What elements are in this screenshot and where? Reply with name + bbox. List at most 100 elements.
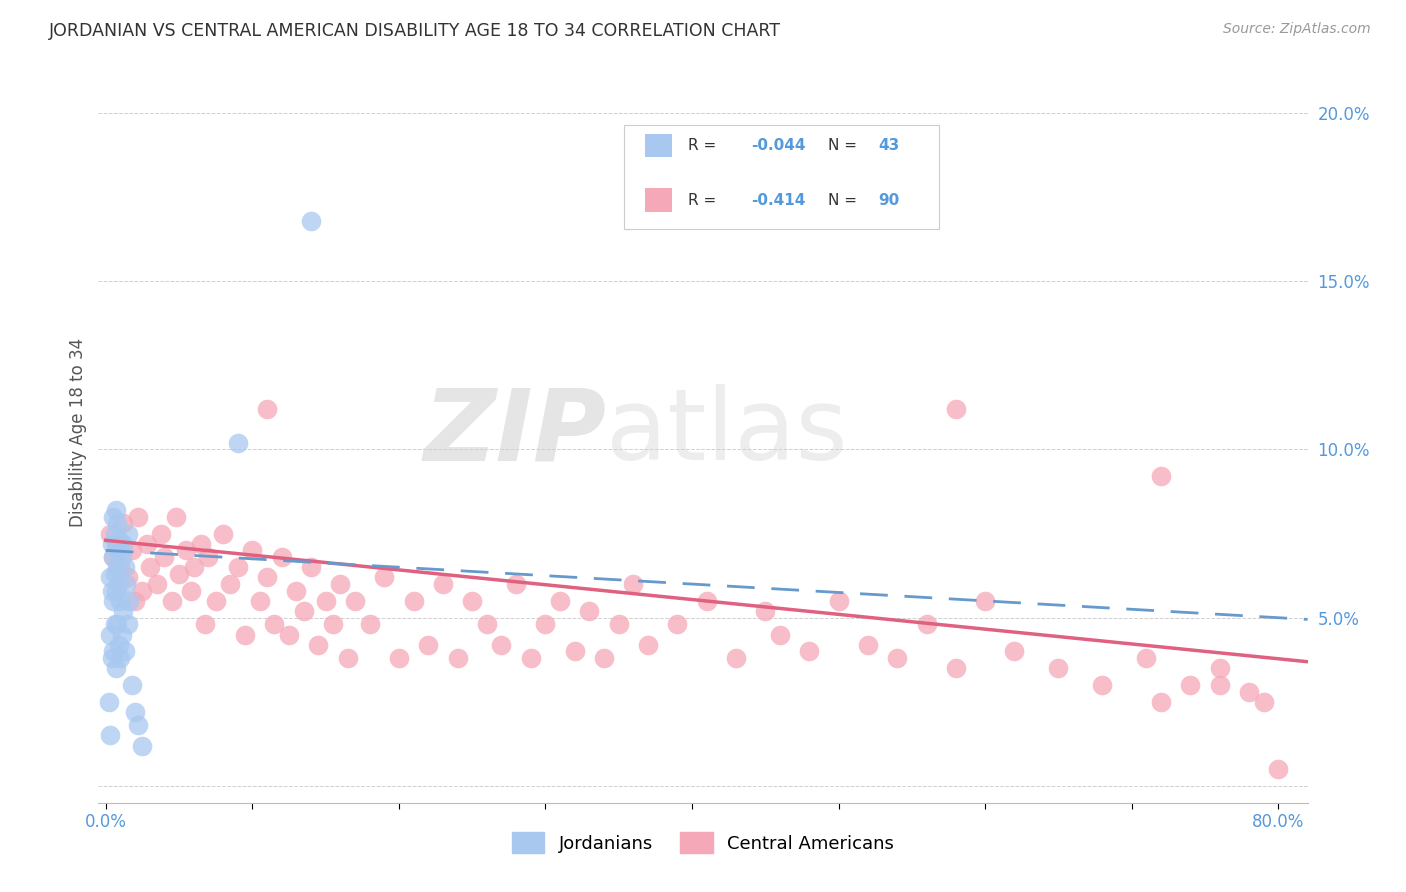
Point <box>564 644 586 658</box>
Point <box>696 594 718 608</box>
Point <box>666 617 689 632</box>
Point <box>491 638 513 652</box>
Point <box>108 577 131 591</box>
Point <box>118 594 141 608</box>
Text: -0.414: -0.414 <box>751 193 806 208</box>
Point <box>974 594 997 608</box>
Point <box>270 550 292 565</box>
Point <box>233 627 256 641</box>
Point <box>1180 678 1202 692</box>
Point <box>240 543 263 558</box>
Point <box>112 536 135 550</box>
Point <box>98 526 121 541</box>
Point <box>292 604 315 618</box>
Text: 43: 43 <box>879 138 900 153</box>
Point <box>107 560 129 574</box>
Point <box>110 560 132 574</box>
Point <box>299 560 322 574</box>
Point <box>117 526 139 541</box>
Point <box>329 577 352 591</box>
Point <box>100 651 122 665</box>
Point <box>1091 678 1114 692</box>
Point <box>1208 661 1230 675</box>
Point <box>108 533 131 548</box>
Point <box>446 651 468 665</box>
Point <box>1208 678 1230 692</box>
Point <box>402 594 425 608</box>
Point <box>548 594 571 608</box>
Point <box>103 566 125 581</box>
Point <box>176 543 198 558</box>
Point <box>135 536 157 550</box>
Point <box>114 560 136 574</box>
Point <box>621 577 644 591</box>
Point <box>724 651 747 665</box>
Point <box>112 604 135 618</box>
Text: 90: 90 <box>879 193 900 208</box>
Point <box>100 583 122 598</box>
Point <box>534 617 557 632</box>
Point <box>101 550 124 565</box>
Point <box>105 503 128 517</box>
FancyBboxPatch shape <box>624 126 939 229</box>
Text: ZIP: ZIP <box>423 384 606 481</box>
Text: R =: R = <box>689 193 721 208</box>
Point <box>432 577 454 591</box>
Point <box>204 594 226 608</box>
Point <box>105 661 128 675</box>
Text: atlas: atlas <box>606 384 848 481</box>
Point <box>110 543 132 558</box>
Point <box>127 509 149 524</box>
Point <box>105 536 128 550</box>
Point <box>103 526 125 541</box>
Point <box>101 594 124 608</box>
Point <box>121 678 143 692</box>
Point <box>105 543 128 558</box>
Text: Source: ZipAtlas.com: Source: ZipAtlas.com <box>1223 22 1371 37</box>
Point <box>197 550 219 565</box>
Point <box>98 570 121 584</box>
Point <box>886 651 908 665</box>
Point <box>388 651 411 665</box>
Point <box>121 543 143 558</box>
Point <box>212 526 235 541</box>
Point <box>520 651 543 665</box>
Point <box>219 577 242 591</box>
Point <box>1047 661 1070 675</box>
Point <box>117 617 139 632</box>
Point <box>131 583 153 598</box>
Point <box>754 604 776 618</box>
Point <box>110 651 132 665</box>
Text: N =: N = <box>828 138 862 153</box>
Point <box>97 695 120 709</box>
Point <box>1004 644 1026 658</box>
Text: JORDANIAN VS CENTRAL AMERICAN DISABILITY AGE 18 TO 34 CORRELATION CHART: JORDANIAN VS CENTRAL AMERICAN DISABILITY… <box>49 22 782 40</box>
Point <box>131 739 153 753</box>
Point <box>373 570 395 584</box>
Point <box>117 570 139 584</box>
Point <box>103 617 125 632</box>
FancyBboxPatch shape <box>645 134 672 157</box>
Point <box>100 536 122 550</box>
Point <box>285 583 308 598</box>
Point <box>107 516 129 531</box>
Point <box>98 729 121 743</box>
Point <box>105 583 128 598</box>
Text: R =: R = <box>689 138 721 153</box>
Text: -0.044: -0.044 <box>751 138 806 153</box>
Point <box>856 638 879 652</box>
Point <box>607 617 630 632</box>
Point <box>418 638 440 652</box>
Point <box>827 594 849 608</box>
FancyBboxPatch shape <box>645 188 672 212</box>
Point <box>336 651 359 665</box>
Point <box>194 617 217 632</box>
Point <box>183 560 205 574</box>
Point <box>307 638 329 652</box>
Point <box>226 435 249 450</box>
Point <box>101 509 124 524</box>
Point <box>637 638 659 652</box>
Point <box>299 213 322 227</box>
Point <box>101 644 124 658</box>
Point <box>226 560 249 574</box>
